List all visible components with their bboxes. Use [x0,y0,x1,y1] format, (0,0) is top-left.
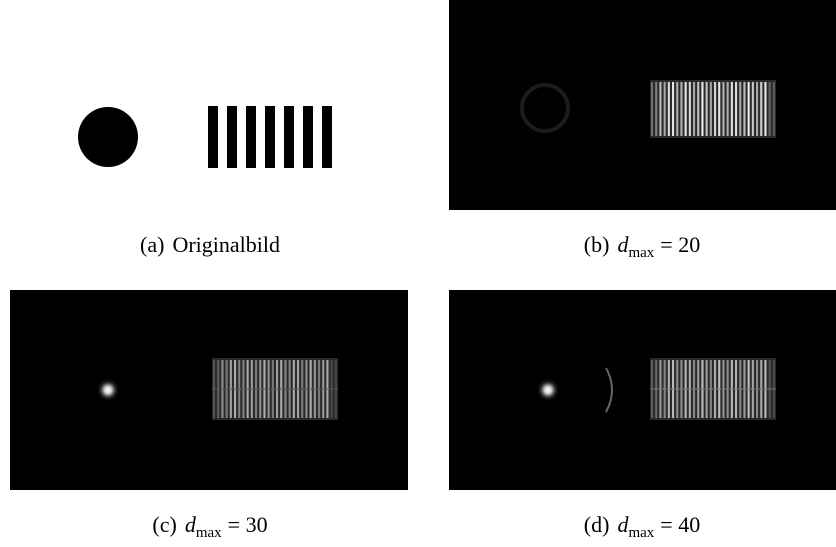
bar [322,106,332,168]
stripe [722,82,724,136]
caption: (a) Originalbild [140,232,280,257]
disk [78,107,138,167]
caption-subscript: max [628,245,654,261]
image [449,0,836,210]
caption-label: (a) [140,232,164,257]
stripe [714,82,716,136]
caption-text: Originalbild [172,232,280,257]
caption-label: (b) [584,232,610,257]
bar [208,106,218,168]
caption-label: (c) [152,512,176,537]
stripe [659,82,661,136]
stripe [739,82,741,136]
stripe-pattern [650,80,776,138]
caption-relation: = 40 [660,512,700,537]
point [96,378,120,402]
bar-pattern [208,106,332,168]
caption-relation: = 30 [228,512,268,537]
stripe [769,82,771,136]
stripe [727,82,729,136]
stripe [668,82,670,136]
bar [227,106,237,168]
stripe [697,82,699,136]
stripe [680,82,682,136]
image [10,290,408,490]
stripe-pattern [212,358,338,420]
stripe [748,82,750,136]
caption: (c)dmax= 30 [152,512,267,541]
stripe [655,82,657,136]
stripe [693,82,695,136]
bar [246,106,256,168]
bar [303,106,313,168]
panel-a [78,106,332,168]
stripe [764,82,766,136]
stripe [689,82,691,136]
bar [284,106,294,168]
stripe [773,82,775,136]
page: (a)Originalbild (b)dmax= 20 (c)dmax= 30 … [0,0,836,542]
stripe [756,82,758,136]
stripe [731,82,733,136]
caption: (d)dmax= 40 [584,512,700,541]
panel-c [10,290,408,490]
point [536,378,560,402]
caption-subscript: max [628,525,654,541]
stripe [743,82,745,136]
figure: (a)Originalbild (b)dmax= 20 (c)dmax= 30 … [0,0,836,542]
caption-relation: = 20 [660,232,700,257]
stripe [685,82,687,136]
stripe [706,82,708,136]
caption-subscript: max [196,525,222,541]
stripe [672,82,674,136]
stripe [752,82,754,136]
stripe [701,82,703,136]
image [449,290,836,490]
panel-d [449,290,836,490]
stripe [651,82,653,136]
bar [265,106,275,168]
stripe [760,82,762,136]
stripe [710,82,712,136]
stripe [676,82,678,136]
stripe [718,82,720,136]
stripe [664,82,666,136]
stripe-pattern [650,358,776,420]
caption: (b)dmax= 20 [584,232,700,261]
caption-label: (d) [584,512,610,537]
stripe [735,82,737,136]
panel-b [449,0,836,210]
